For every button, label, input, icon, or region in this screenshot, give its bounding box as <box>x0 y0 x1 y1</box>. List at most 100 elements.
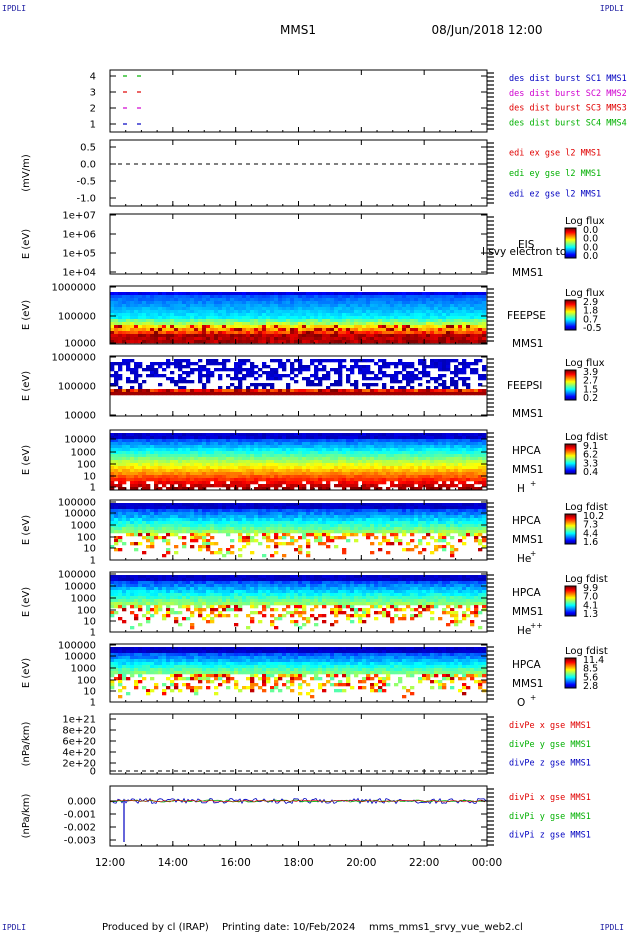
spectrogram-cell <box>266 325 271 329</box>
spectrogram-cell <box>174 337 179 341</box>
spectrogram-cell <box>190 509 195 513</box>
spectrogram-cell <box>182 451 187 455</box>
spectrogram-cell <box>198 536 203 540</box>
spectrogram-cell <box>114 340 119 344</box>
spectrogram-cell <box>182 295 187 299</box>
spectrogram-cell <box>410 310 415 314</box>
spectrogram-cell <box>338 328 343 332</box>
spectrogram-cell <box>378 322 383 326</box>
spectrogram-cell <box>290 307 295 311</box>
spectrogram-cell <box>478 463 483 467</box>
spectrogram-cell <box>330 454 335 458</box>
spectrogram-cell <box>178 442 183 446</box>
spectrogram-cell <box>118 377 123 381</box>
spectrogram-cell <box>466 307 471 311</box>
spectrogram-cell <box>134 448 139 452</box>
spectrogram-cell <box>258 319 263 323</box>
spectrogram-cell <box>118 515 123 519</box>
spectrogram-cell <box>174 487 179 491</box>
spectrogram-cell <box>206 521 211 525</box>
spectrogram-cell <box>254 436 259 440</box>
spectrogram-cell <box>130 512 135 516</box>
spectrogram-cell <box>178 304 183 308</box>
colorbar-cell <box>565 247 576 249</box>
spectrogram-cell <box>398 436 403 440</box>
spectrogram-cell <box>454 478 459 482</box>
y-axis-label: (mV/m) <box>21 154 32 192</box>
spectrogram-cell <box>258 457 263 461</box>
spectrogram-cell <box>306 319 311 323</box>
spectrogram-cell <box>158 433 163 437</box>
spectrogram-cell <box>458 469 463 473</box>
spectrogram-cell <box>202 436 207 440</box>
overlay-label: l svy electron to <box>482 246 566 258</box>
spectrogram-cell <box>330 436 335 440</box>
spectrogram-cell <box>242 313 247 317</box>
spectrogram-cell <box>134 518 139 522</box>
spectrogram-cell <box>402 292 407 296</box>
spectrogram-cell <box>450 389 455 393</box>
colorbar-tick-label: 3.9 <box>583 367 598 378</box>
spectrogram-cell <box>410 439 415 443</box>
spectrogram-cell <box>110 331 115 335</box>
spectrogram-cell <box>254 319 259 323</box>
spectrogram-cell <box>118 521 123 525</box>
spectrogram-cell <box>462 469 467 473</box>
spectrogram-cell <box>374 298 379 302</box>
spectrogram-cell <box>430 475 435 479</box>
spectrogram-cell <box>202 521 207 525</box>
spectrogram-cell <box>162 292 167 296</box>
spectrogram-cell <box>298 436 303 440</box>
spectrogram-cell <box>482 454 487 458</box>
spectrogram-cell <box>314 328 319 332</box>
spectrogram-cell <box>110 442 115 446</box>
spectrogram-cell <box>158 331 163 335</box>
spectrogram-cell <box>206 433 211 437</box>
colorbar-cell <box>565 256 576 258</box>
spectrogram-cell <box>110 334 115 338</box>
spectrogram-cell <box>266 478 271 482</box>
spectrogram-cell <box>410 487 415 491</box>
spectrogram-cell <box>130 359 135 363</box>
spectrogram-cell <box>322 392 327 396</box>
spectrogram-cell <box>206 301 211 305</box>
spectrogram-cell <box>194 389 199 393</box>
spectrogram-cell <box>110 466 115 470</box>
spectrogram-cell <box>254 316 259 320</box>
spectrogram-cell <box>178 506 183 510</box>
spectrogram-cell <box>110 487 115 491</box>
spectrogram-cell <box>334 457 339 461</box>
colorbar-cell <box>565 376 576 378</box>
spectrogram-cell <box>430 365 435 369</box>
spectrogram-cell <box>470 340 475 344</box>
spectrogram-cell <box>386 454 391 458</box>
spectrogram-cell <box>470 454 475 458</box>
spectrogram-cell <box>466 475 471 479</box>
spectrogram-cell <box>450 316 455 320</box>
spectrogram-cell <box>310 295 315 299</box>
spectrogram-cell <box>130 310 135 314</box>
spectrogram-cell <box>338 472 343 476</box>
spectrogram-cell <box>354 386 359 390</box>
spectrogram-cell <box>330 451 335 455</box>
spectrogram-cell <box>202 509 207 513</box>
spectrogram-cell <box>138 295 143 299</box>
spectrogram-cell <box>282 322 287 326</box>
spectrogram-cell <box>418 307 423 311</box>
colorbar-cell <box>565 252 576 254</box>
spectrogram-cell <box>202 442 207 446</box>
spectrogram-cell <box>162 478 167 482</box>
spectrogram-cell <box>410 433 415 437</box>
spectrogram-cell <box>130 524 135 528</box>
spectrogram-cell <box>470 331 475 335</box>
spectrogram-cell <box>230 377 235 381</box>
spectrogram-cell <box>350 368 355 372</box>
spectrogram-cell <box>146 527 151 531</box>
spectrogram-cell <box>382 439 387 443</box>
spectrogram-cell <box>250 298 255 302</box>
spectrogram-cell <box>270 313 275 317</box>
spectrogram-cell <box>386 298 391 302</box>
spectrogram-cell <box>394 457 399 461</box>
spectrogram-cell <box>426 439 431 443</box>
spectrogram-cell <box>358 313 363 317</box>
